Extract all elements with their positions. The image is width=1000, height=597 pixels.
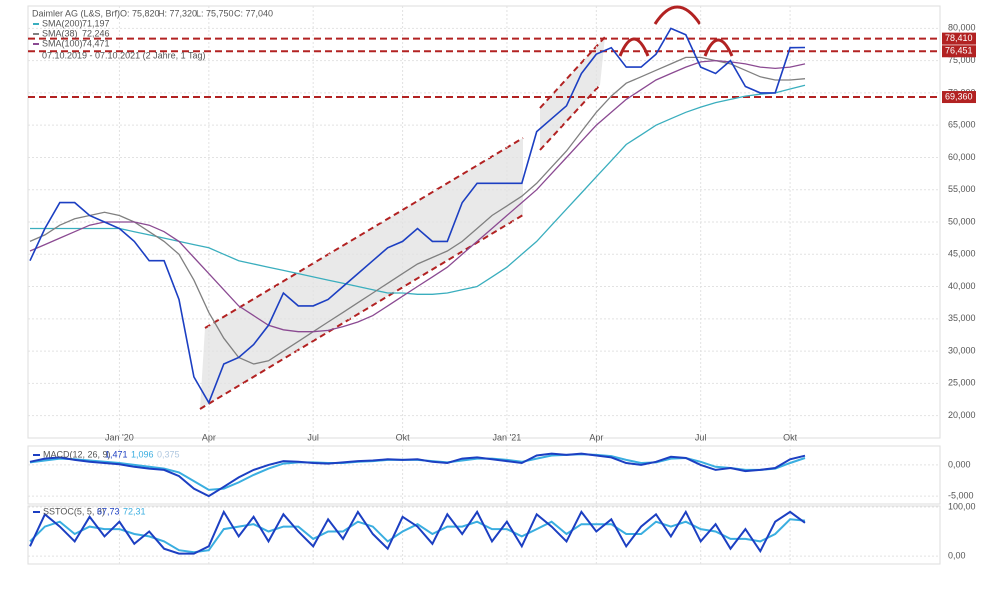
legend-value: 74,471 <box>82 38 110 48</box>
head-arc <box>653 5 702 25</box>
panel-value: 1,096 <box>131 449 154 459</box>
ohlc: L: 75,750 <box>196 8 234 18</box>
x-tick-label: Jul <box>307 432 319 442</box>
series-line <box>29 56 806 365</box>
y-tick-label: 50,000 <box>948 216 976 226</box>
series-line <box>30 84 806 295</box>
y-tick-label: 20,000 <box>948 410 976 420</box>
legend-value: 71,197 <box>82 18 110 28</box>
y-tick-label: 30,000 <box>948 345 976 355</box>
channel-line <box>204 137 524 329</box>
x-tick-label: Apr <box>589 432 603 442</box>
x-tick-label: Jul <box>695 432 707 442</box>
panel-title: MACD(12, 26, 9) <box>43 449 111 459</box>
series-line <box>29 59 806 333</box>
x-tick-label: Okt <box>396 432 411 442</box>
y-tick-label: 0,00 <box>948 550 966 560</box>
panel-title: SSTOC(5, 5, 3) <box>43 506 105 516</box>
y-tick-label: 60,000 <box>948 152 976 162</box>
y-tick-label: 25,000 <box>948 378 976 388</box>
x-tick-label: Jan '20 <box>105 432 134 442</box>
channel-line <box>539 36 606 109</box>
series-line <box>29 518 806 554</box>
legend-name: SMA(38) <box>42 28 78 38</box>
panel-value: 1,471 <box>105 449 128 459</box>
stoch-pane <box>27 505 941 565</box>
channel-line <box>539 84 601 151</box>
level-label: 76,451 <box>945 46 973 56</box>
panel-value: 72,31 <box>123 506 146 516</box>
panel-value: 0,375 <box>157 449 180 459</box>
level-label-box <box>942 32 976 45</box>
channel-line <box>199 214 524 410</box>
y-tick-label: 0,000 <box>948 459 971 469</box>
drawings <box>199 5 734 410</box>
y-tick-label: -5,000 <box>948 491 974 501</box>
level-label: 69,360 <box>945 91 973 101</box>
y-tick-label: 55,000 <box>948 184 976 194</box>
ohlc: O: 75,820 <box>120 8 160 18</box>
panel-value: 67,73 <box>97 506 120 516</box>
plot-layer: Jan '20 Apr Jul Okt Jan '21 Apr Jul Okt 20,000 25… <box>28 6 976 565</box>
date-range: 07.10.2019 - 07.10.2021 (2 Jahre, 1 Tag) <box>42 50 205 60</box>
level-label-box <box>942 91 976 104</box>
legend-name: SMA(100) <box>42 38 83 48</box>
legend-name: SMA(200) <box>42 18 83 28</box>
shoulder-arc <box>618 37 650 57</box>
instrument: Daimler AG (L&S, Brf) <box>32 8 120 18</box>
y-tick-label: 80,000 <box>948 23 976 33</box>
ohlc: C: 77,040 <box>234 8 273 18</box>
shoulder-arc <box>703 38 734 57</box>
level-label-box <box>942 45 976 58</box>
series-line <box>29 509 806 555</box>
y-tick-label: 65,000 <box>948 120 976 130</box>
main-legend: Daimler AG (L&S, Brf) O: 75,820 H: 77,32… <box>32 8 273 60</box>
y-tick-label: 75,000 <box>948 55 976 65</box>
macd-pane <box>27 445 941 505</box>
y-tick-label: 35,000 <box>948 313 976 323</box>
series-line <box>29 452 806 498</box>
series-line <box>29 27 806 405</box>
y-tick-label: 40,000 <box>948 281 976 291</box>
channel-fill <box>200 138 523 409</box>
x-tick-label: Apr <box>202 432 216 442</box>
level-label: 78,410 <box>945 33 973 43</box>
y-tick-label: 45,000 <box>948 249 976 259</box>
y-tick-label: 100,00 <box>948 501 976 511</box>
legend-value: 72,246 <box>82 28 110 38</box>
x-tick-label: Jan '21 <box>493 432 522 442</box>
x-tick-label: Okt <box>783 432 798 442</box>
ohlc: H: 77,320 <box>158 8 197 18</box>
